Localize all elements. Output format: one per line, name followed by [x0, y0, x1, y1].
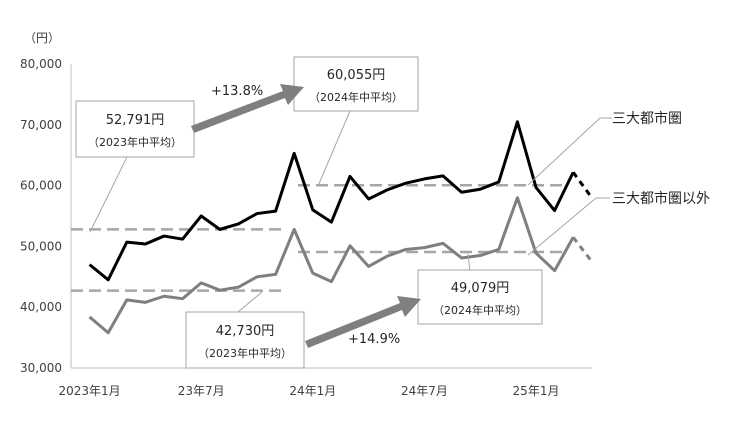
callout-value: 52,791円	[106, 113, 165, 128]
y-tick-label: 60,000	[20, 179, 62, 193]
y-tick-label: 40,000	[20, 300, 62, 314]
callout-subtitle: （2024年中平均）	[309, 90, 403, 104]
callout-avg-2023-other: 42,730円 （2023年中平均）	[186, 312, 304, 368]
leader-line-avg-2024-metro	[318, 111, 350, 186]
callout-subtitle: （2023年中平均）	[88, 135, 182, 149]
callout-avg-2023-metro: 52,791円 （2023年中平均）	[76, 101, 194, 157]
y-tick-label: 30,000	[20, 361, 62, 375]
x-axis-tick-labels: 2023年1月 23年7月 24年1月 24年7月 25年1月	[59, 384, 560, 398]
series-line-other-projection	[573, 237, 592, 261]
callout-avg-2024-other: 49,079円 （2024年中平均）	[418, 270, 542, 324]
callout-subtitle: （2024年中平均）	[433, 303, 527, 317]
callout-value: 49,079円	[451, 281, 510, 296]
series-label-metro: 三大都市圏	[612, 110, 682, 127]
y-tick-label: 80,000	[20, 57, 62, 71]
x-tick-label: 24年1月	[289, 384, 336, 398]
leader-line-avg-2023-other	[238, 292, 262, 312]
x-tick-label: 25年1月	[513, 384, 560, 398]
unit-label: （円）	[24, 31, 60, 45]
y-tick-label: 50,000	[20, 239, 62, 253]
x-tick-label: 2023年1月	[59, 384, 121, 398]
x-tick-label: 24年7月	[401, 384, 448, 398]
change-label-metro: +13.8%	[211, 84, 263, 99]
callout-value: 60,055円	[327, 68, 386, 83]
series-line-metro-projection	[573, 172, 592, 198]
series-label-other: 三大都市圏以外	[612, 190, 710, 207]
change-label-other: +14.9%	[348, 332, 400, 347]
callout-value: 42,730円	[216, 324, 275, 339]
x-tick-label: 23年7月	[178, 384, 225, 398]
leader-line-avg-2023-metro	[90, 155, 128, 232]
callout-avg-2024-metro: 60,055円 （2024年中平均）	[294, 57, 418, 111]
y-tick-label: 70,000	[20, 118, 62, 132]
leader-line-metro	[528, 118, 612, 185]
callout-subtitle: （2023年中平均）	[198, 346, 292, 360]
y-axis-tick-labels: 30,000 40,000 50,000 60,000 70,000 80,00…	[20, 57, 62, 375]
